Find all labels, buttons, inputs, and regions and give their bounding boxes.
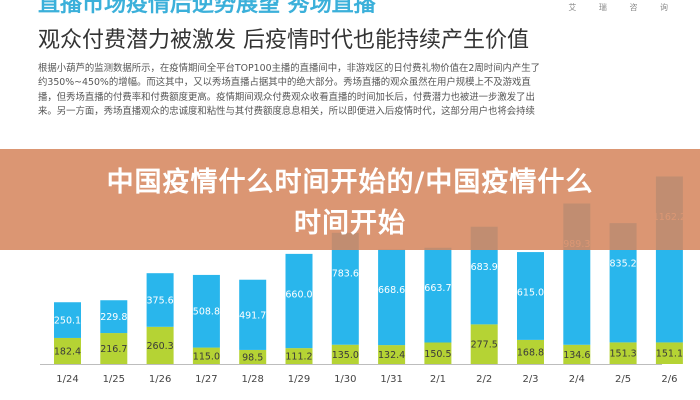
bar-bottom-segment <box>146 326 174 364</box>
bar-bottom-segment <box>517 339 544 364</box>
banner-title-line-1: 中国疫情什么时间开始的/中国疫情什么 <box>106 167 594 198</box>
bar-top-value-label: 668.6 <box>378 285 405 296</box>
bar-bottom-value-label: 132.4 <box>378 350 405 361</box>
bar-bottom-segment <box>331 344 359 364</box>
bar-top-value-label: 663.7 <box>424 283 451 294</box>
bar-bottom-segment <box>609 342 637 364</box>
logo-text: 艾 瑞 咨 询 <box>568 3 678 12</box>
bar-top-segment <box>424 247 452 343</box>
bar-top-segment <box>146 273 174 327</box>
x-tick-label: 1/28 <box>241 374 263 385</box>
x-tick-label: 1/31 <box>380 374 402 385</box>
bar-top-value-label: 615.0 <box>517 288 544 299</box>
bar-bottom-value-label: 111.2 <box>285 352 312 363</box>
bar-bottom-value-label: 115.0 <box>193 351 220 362</box>
bar-bottom-value-label: 98.5 <box>242 352 263 363</box>
bar-top-segment <box>517 252 544 340</box>
bar-top-value-label: 375.6 <box>146 296 173 307</box>
x-tick-label: 1/25 <box>103 374 125 385</box>
bar-top-value-label: 491.7 <box>239 310 266 321</box>
bar-top-segment <box>239 279 267 350</box>
x-tick-label: 2/2 <box>476 374 492 385</box>
x-tick-label: 1/29 <box>288 374 310 385</box>
x-tick-label: 2/1 <box>430 374 446 385</box>
bar-bottom-segment <box>563 344 591 364</box>
x-tick-label: 2/4 <box>569 374 585 385</box>
bar-top-segment <box>54 302 81 338</box>
bar-bottom-segment <box>192 347 220 364</box>
bar-bottom-value-label: 134.6 <box>563 350 590 361</box>
bar-top-segment <box>192 274 220 348</box>
bar-bottom-value-label: 135.0 <box>332 350 359 361</box>
bar-bottom-segment <box>285 348 313 364</box>
bar-top-segment <box>100 300 128 334</box>
bar-bottom-value-label: 277.5 <box>471 340 498 351</box>
paragraph-line: 约350%~450%的增幅。而这其中，又以秀场直播占据其中的绝大部分。秀场直播的… <box>38 77 531 89</box>
bar-bottom-value-label: 260.3 <box>146 341 173 352</box>
bar-bottom-segment <box>424 342 452 364</box>
bar-bottom-value-label: 150.5 <box>424 349 451 360</box>
x-tick-label: 1/26 <box>149 374 171 385</box>
bar-bottom-value-label: 216.7 <box>100 344 127 355</box>
bar-top-value-label: 508.8 <box>193 307 220 318</box>
banner-title-line-2: 时间开始 <box>294 208 406 239</box>
x-tick-label: 1/24 <box>56 374 78 385</box>
bar-bottom-segment <box>378 345 406 364</box>
x-tick-label: 2/6 <box>661 374 677 385</box>
x-tick-label: 2/5 <box>615 374 631 385</box>
description-paragraph: 根据小葫芦的监测数据所示，在疫情期间全平台TOP100主播的直播间中，非游戏区的… <box>38 62 668 120</box>
bar-top-value-label: 229.8 <box>100 312 127 323</box>
bar-bottom-segment <box>470 324 498 364</box>
top-heading: 直播市场疫情后逆势展望 秀场直播 <box>38 0 376 17</box>
bar-bottom-value-label: 182.4 <box>54 346 81 357</box>
bar-top-value-label: 683.9 <box>471 262 498 273</box>
bar-bottom-segment <box>239 349 267 364</box>
bar-bottom-value-label: 168.8 <box>517 347 544 358</box>
bar-top-segment <box>378 249 406 346</box>
bar-top-value-label: 250.1 <box>54 316 81 327</box>
bar-bottom-segment <box>54 337 81 364</box>
x-tick-label: 1/27 <box>195 374 217 385</box>
bar-bottom-value-label: 151.1 <box>656 349 683 360</box>
x-tick-label: 1/30 <box>334 374 356 385</box>
bar-bottom-value-label: 151.3 <box>609 349 636 360</box>
bar-top-segment <box>331 232 359 345</box>
x-tick-label: 2/3 <box>522 374 538 385</box>
bar-top-segment <box>285 253 313 349</box>
bar-top-value-label: 835.2 <box>609 259 636 270</box>
bar-bottom-segment <box>655 342 683 364</box>
title-banner <box>0 149 700 250</box>
paragraph-line: 根据小葫芦的监测数据所示，在疫情期间全平台TOP100主播的直播间中，非游戏区的… <box>38 63 540 74</box>
slide-subtitle: 观众付费潜力被激发 后疫情时代也能持续产生价值 <box>38 28 529 53</box>
bar-top-value-label: 783.6 <box>332 268 359 279</box>
paragraph-line: 播，但秀场直播的付费率和付费额度更高。疫情期间观众付费观众收看直播的时间加长后，… <box>38 91 535 103</box>
paragraph-line: 来。另一方面，秀场直播观众的忠诚度和粘性与其付费额度息息相关，所以即便进入后疫情… <box>38 106 535 118</box>
bar-bottom-segment <box>100 333 128 364</box>
bar-top-value-label: 660.0 <box>285 289 312 300</box>
